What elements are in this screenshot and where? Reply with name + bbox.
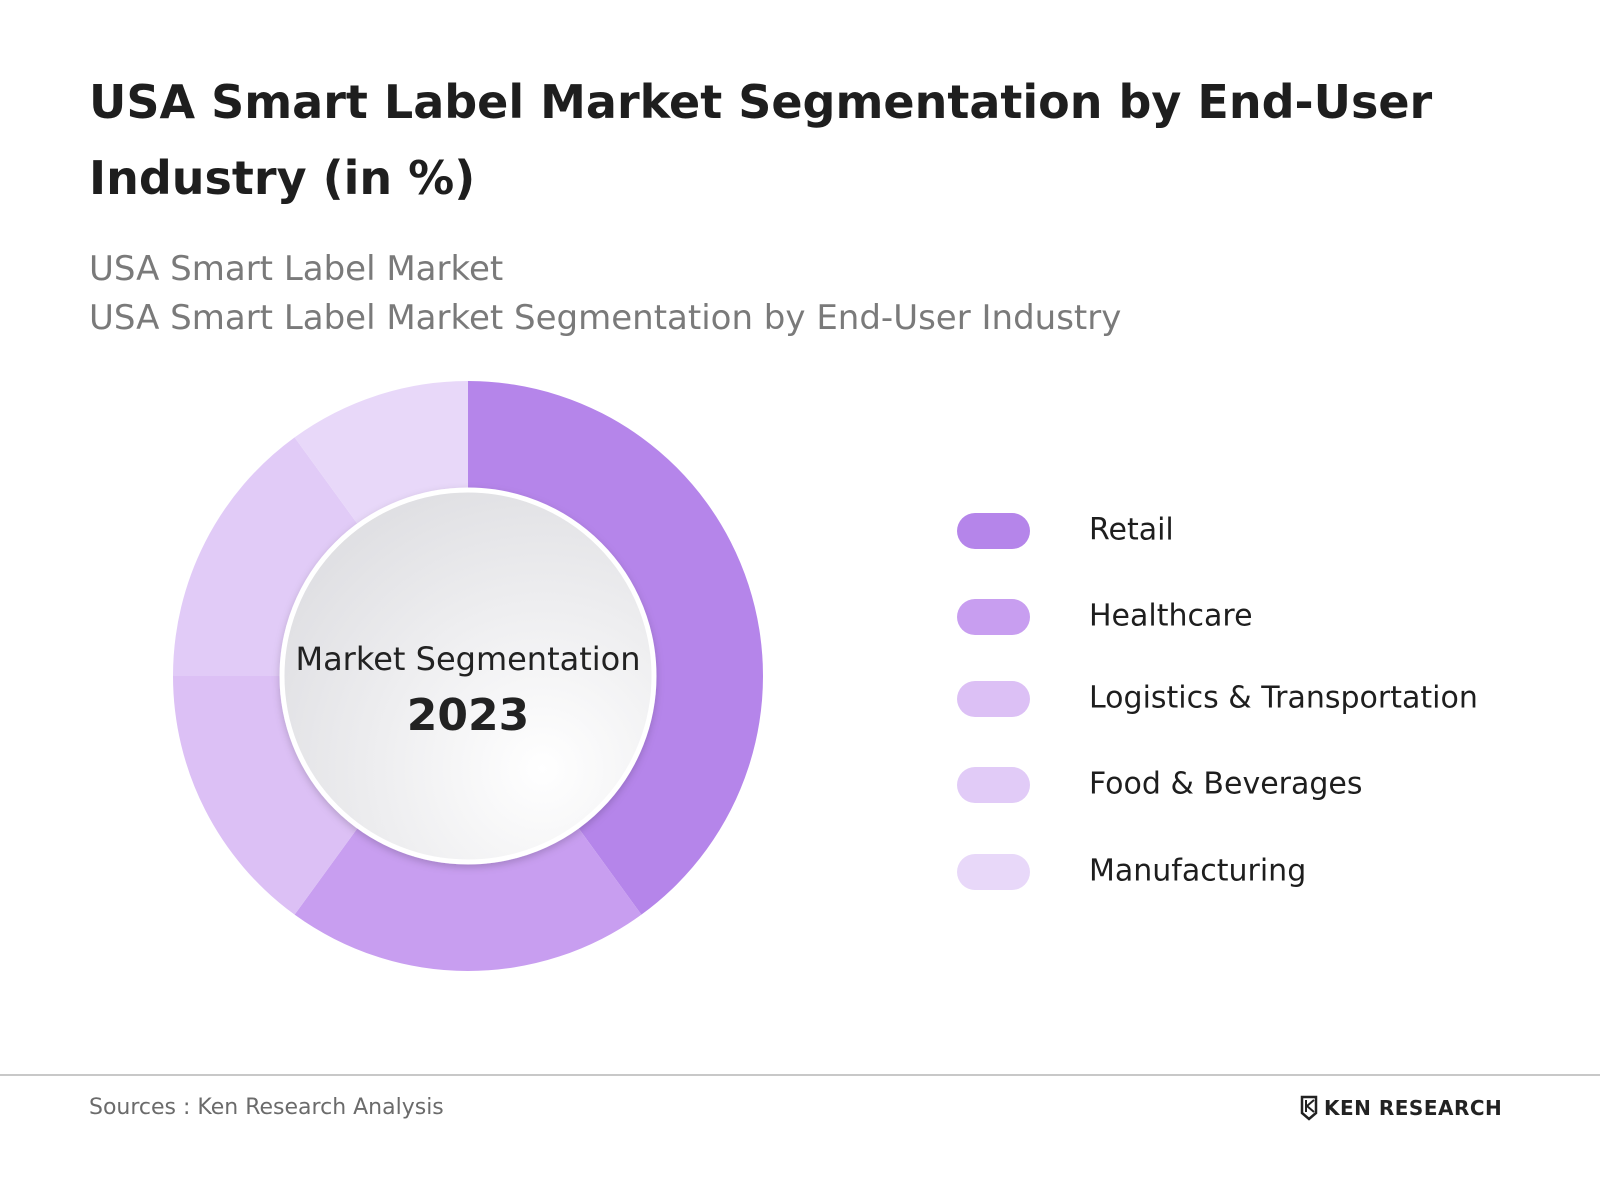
legend-swatch [957, 513, 1030, 549]
brand: KEN RESEARCH [1324, 1096, 1502, 1120]
legend-swatch [957, 767, 1030, 803]
brand-logo: KEN RESEARCH [1300, 1095, 1502, 1121]
center-label: Market Segmentation [295, 640, 640, 678]
donut-center [279, 487, 657, 865]
legend-label: Logistics & Transportation [1089, 681, 1478, 716]
legend-label: Manufacturing [1089, 854, 1306, 889]
legend: Retail Healthcare Logistics & Transportati… [957, 513, 1478, 890]
legend-label: Retail [1089, 513, 1174, 548]
chart-title: USA Smart Label Market Segmentation by E… [89, 75, 1433, 129]
subtitle: USA Smart Label Market Segmentation by E… [89, 298, 1121, 338]
legend-swatch [957, 681, 1030, 717]
subtitle: USA Smart Label Market [89, 249, 503, 289]
legend-swatch [957, 599, 1030, 635]
source: Sources : Ken Research Analysis [89, 1095, 444, 1120]
legend-swatch [957, 854, 1030, 890]
legend-label: Healthcare [1089, 599, 1253, 634]
chart-title: Industry (in %) [89, 151, 475, 205]
center-year: 2023 [407, 690, 529, 741]
legend-label: Food & Beverages [1089, 767, 1363, 802]
